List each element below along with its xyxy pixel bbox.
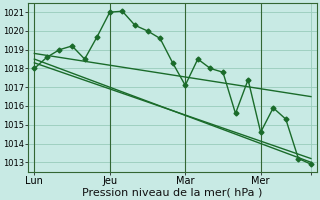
- X-axis label: Pression niveau de la mer( hPa ): Pression niveau de la mer( hPa ): [83, 187, 263, 197]
